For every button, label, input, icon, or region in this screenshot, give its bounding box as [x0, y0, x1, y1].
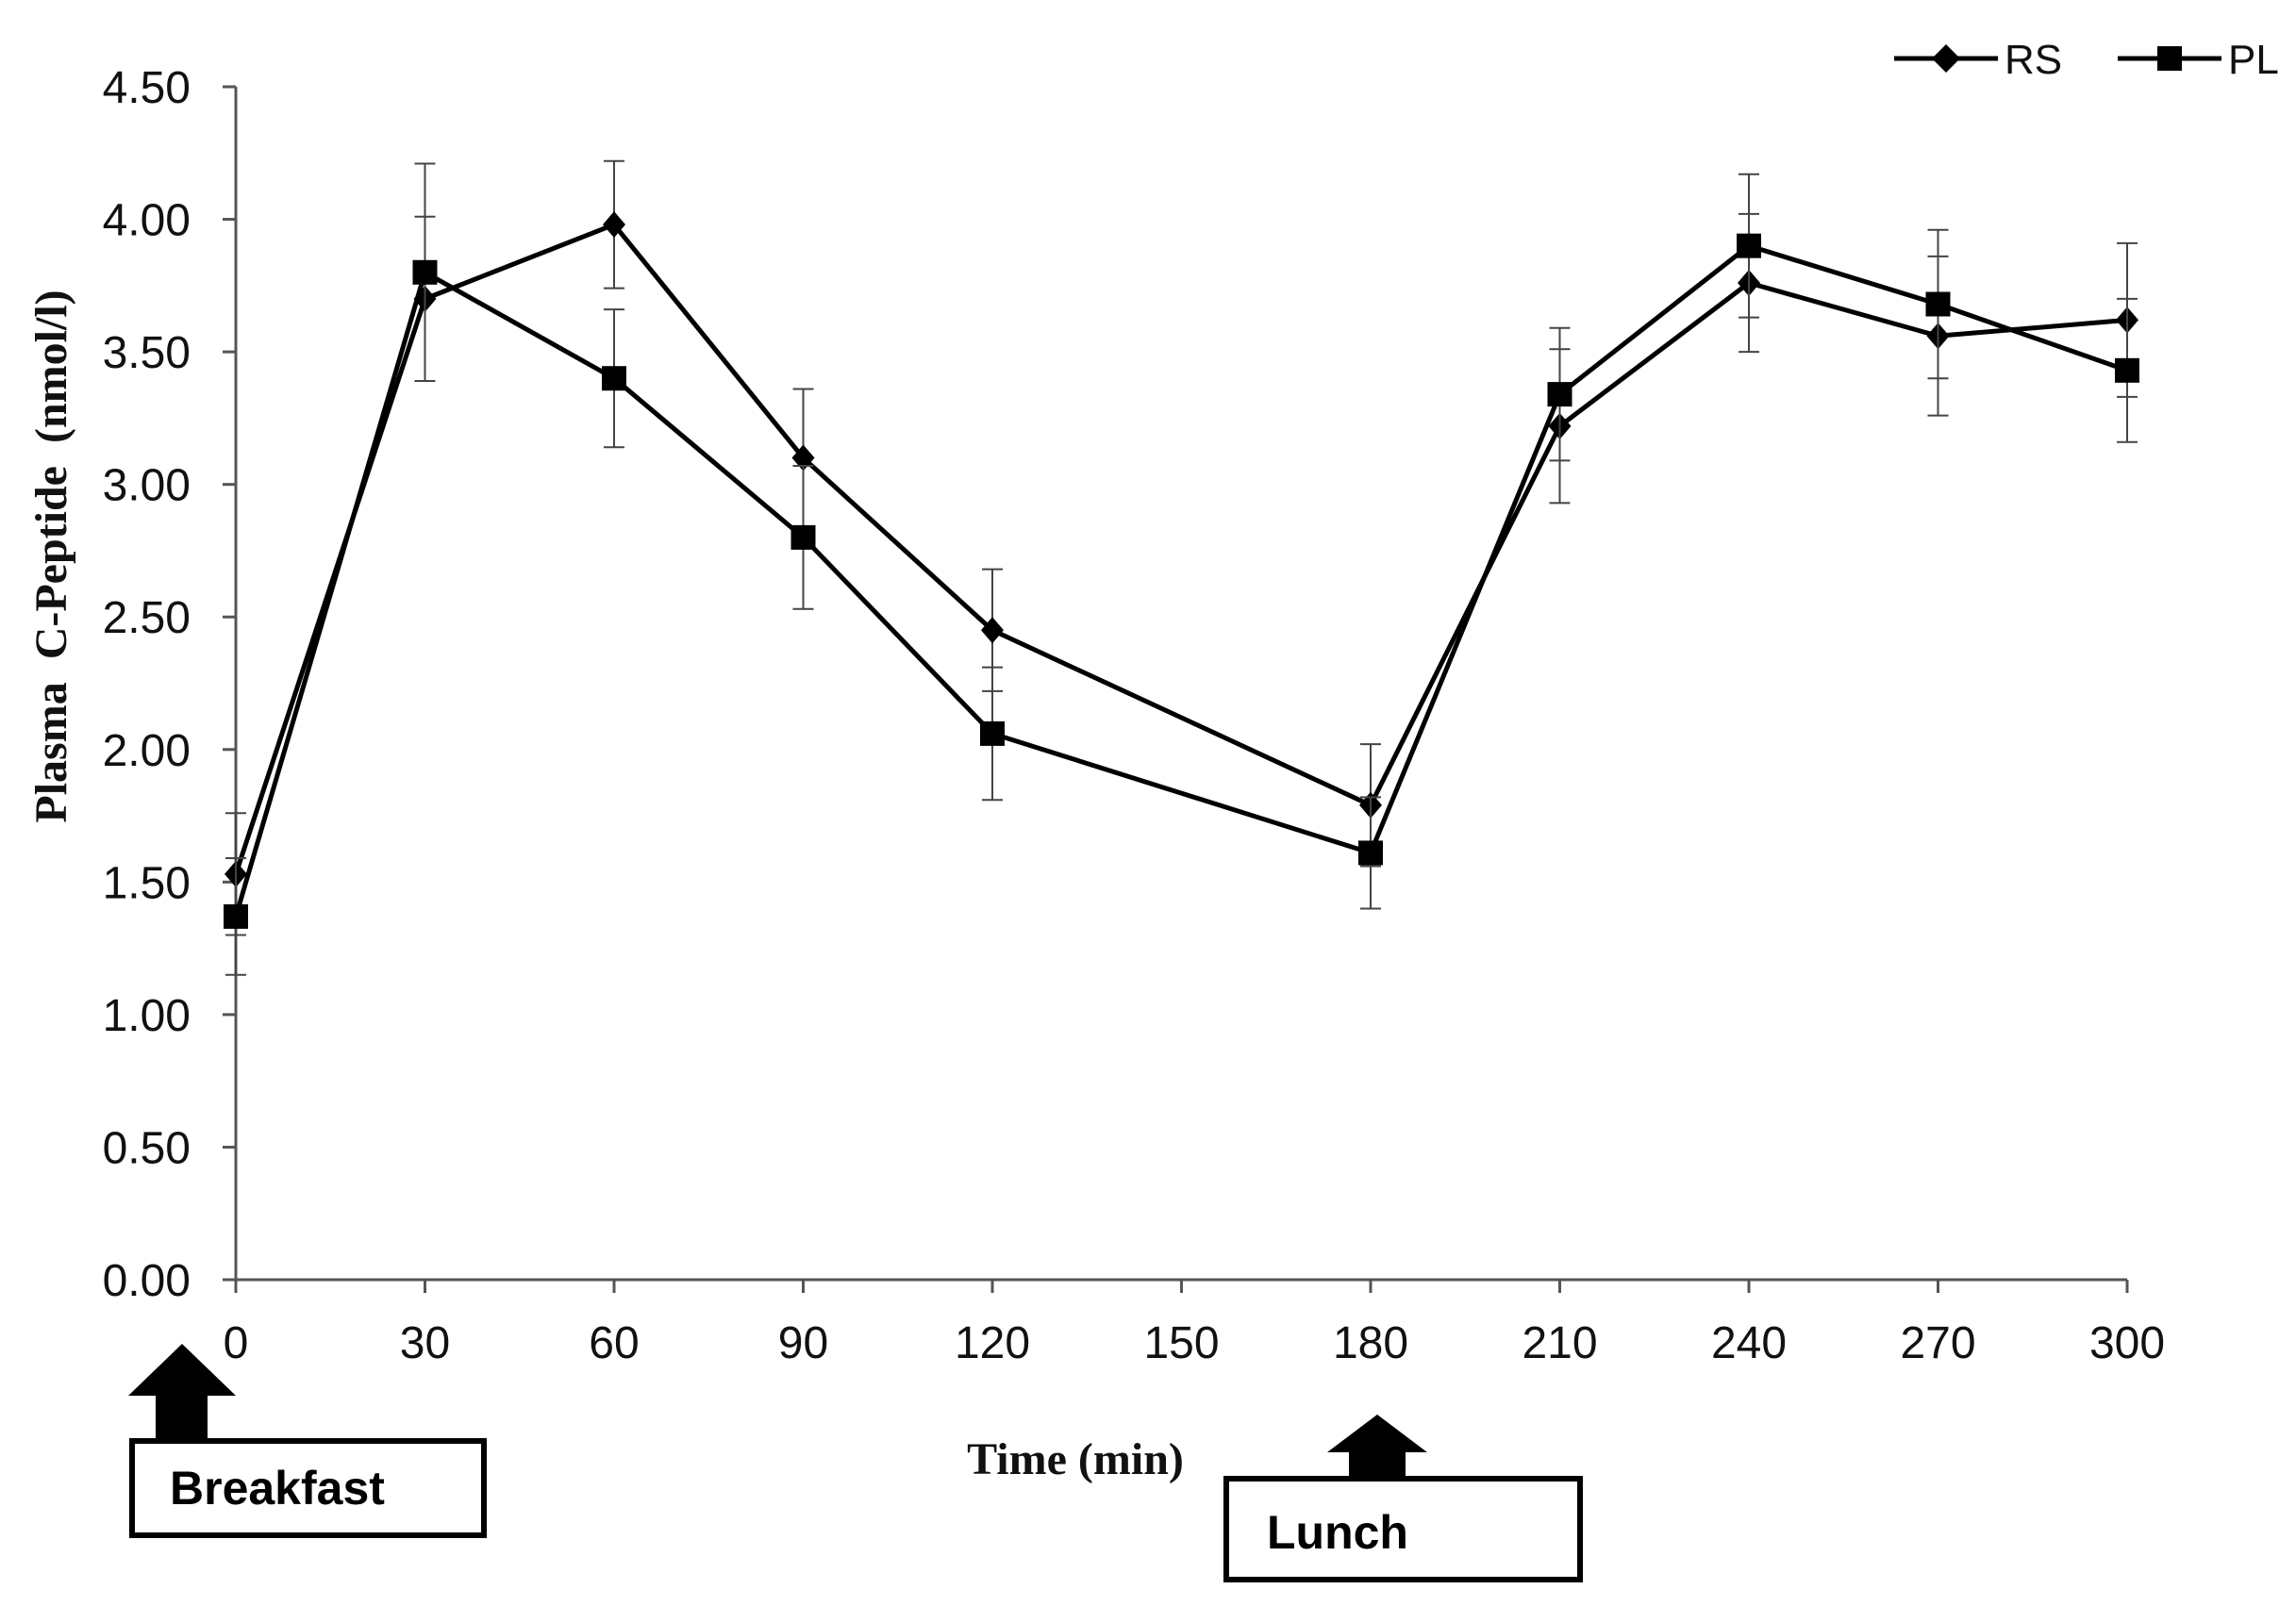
axes	[234, 87, 2127, 1282]
breakfast-annotation: Breakfast	[128, 1344, 487, 1538]
legend: RS PL	[1894, 37, 2279, 83]
legend-label-pl: PL	[2228, 37, 2279, 83]
y-tick-label: 2.50	[103, 593, 191, 643]
series-pl	[224, 162, 2139, 976]
series-line-rs	[233, 222, 2128, 875]
y-tick-label: 1.00	[103, 991, 191, 1041]
y-tick-label: 3.50	[103, 328, 191, 378]
data-point-pl	[1358, 840, 1383, 866]
x-tick-label: 120	[955, 1318, 1030, 1368]
x-tick-label: 210	[1522, 1318, 1597, 1368]
y-axis-title: Plasma C-Peptide (nmol/l)	[26, 290, 76, 822]
data-point-pl	[224, 903, 248, 929]
plot-area	[224, 159, 2139, 976]
y-tick-label: 3.00	[103, 461, 191, 511]
x-tick-label: 150	[1143, 1318, 1219, 1368]
data-point-pl	[2115, 357, 2139, 383]
legend-label-rs: RS	[2005, 37, 2062, 83]
x-tick-label: 60	[589, 1318, 639, 1368]
legend-marker-pl	[2157, 46, 2182, 71]
data-point-rs	[981, 617, 1004, 644]
x-tick-label: 240	[1711, 1318, 1787, 1368]
breakfast-label: Breakfast	[170, 1462, 385, 1515]
lunch-box	[1223, 1476, 1583, 1582]
breakfast-arrow-icon	[128, 1344, 236, 1443]
series-line-pl	[233, 243, 2128, 918]
legend-marker-rs	[1932, 44, 1960, 73]
y-ticks: 0.00 0.50 1.00 1.50 2.00 2.50 3.00 3.50 4.00 4.50	[103, 63, 236, 1306]
x-tick-label: 180	[1333, 1318, 1408, 1368]
data-point-pl	[790, 524, 816, 550]
x-tick-label: 300	[2089, 1318, 2165, 1368]
data-point-pl	[1547, 382, 1572, 407]
lunch-annotation: Lunch	[1223, 1415, 1583, 1582]
data-point-pl	[1737, 233, 1761, 258]
data-point-pl	[412, 259, 438, 285]
lunch-label: Lunch	[1267, 1506, 1408, 1559]
y-tick-label: 2.00	[103, 726, 191, 776]
data-point-rs	[603, 211, 625, 239]
x-ticks: 0 30 60 90 120 150 180 210 240 270 300	[224, 1280, 2165, 1368]
x-tick-label: 0	[224, 1318, 249, 1368]
data-point-pl	[1925, 291, 1951, 317]
y-tick-label: 4.00	[103, 196, 191, 246]
data-point-rs	[791, 444, 815, 472]
y-tick-label: 0.50	[103, 1123, 191, 1173]
breakfast-box	[129, 1438, 487, 1538]
x-tick-label: 270	[1900, 1318, 1975, 1368]
x-tick-label: 30	[400, 1318, 450, 1368]
y-tick-label: 4.50	[103, 63, 191, 113]
x-tick-label: 90	[778, 1318, 828, 1368]
data-point-pl	[980, 720, 1005, 746]
y-tick-label: 0.00	[103, 1256, 191, 1306]
data-point-pl	[602, 366, 626, 391]
lunch-arrow-icon	[1327, 1415, 1427, 1479]
x-axis-title: Time (min)	[967, 1434, 1184, 1484]
y-tick-label: 1.50	[103, 858, 191, 908]
